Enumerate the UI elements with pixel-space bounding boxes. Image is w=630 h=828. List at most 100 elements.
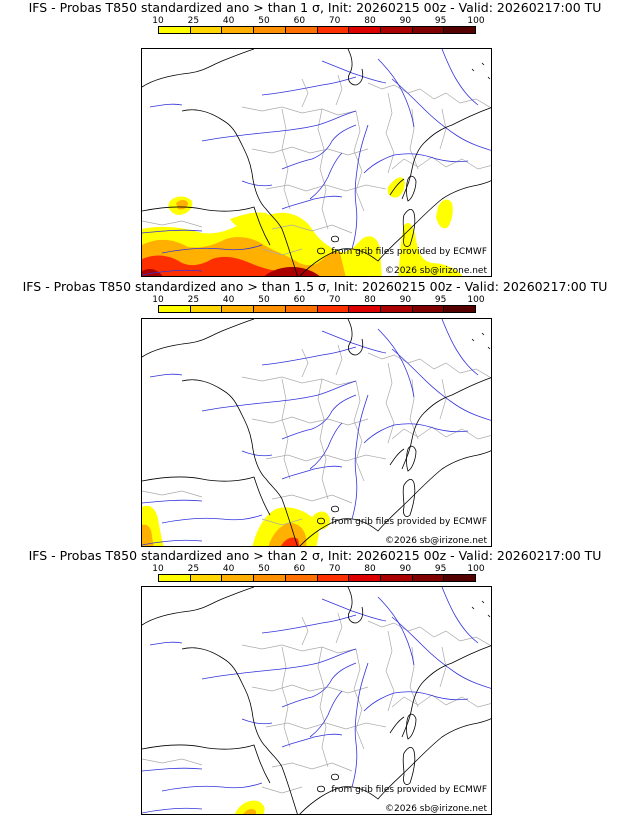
panel-title: IFS - Probas T850 standardized ano > tha…: [22, 279, 608, 294]
colorbar-tick-label: 95: [434, 564, 447, 574]
admin-border: [281, 646, 291, 748]
colorbar-swatch: [349, 306, 381, 312]
coastline: [142, 587, 255, 626]
coastline: [299, 180, 491, 276]
river-line: [142, 269, 203, 276]
coastline: [181, 379, 298, 546]
admin-border: [301, 612, 343, 646]
colorbar-tick-label: 50: [258, 564, 270, 574]
coastline: [471, 62, 491, 80]
copyright-credit: ©2026 sb@irizone.net: [385, 804, 487, 814]
colorbar-tick-label: 25: [187, 295, 200, 305]
coastline: [471, 600, 491, 618]
probability-area: [230, 212, 270, 230]
panel-title: IFS - Probas T850 standardized ano > tha…: [28, 0, 602, 15]
colorbar-tick-label: 90: [399, 564, 412, 574]
copyright-credit: ©2026 sb@irizone.net: [385, 536, 487, 546]
admin-border: [317, 378, 329, 500]
river-line: [261, 346, 357, 366]
river-line: [142, 767, 203, 772]
river-line: [321, 60, 387, 84]
colorbar-tick-label: 70: [328, 16, 341, 26]
admin-border: [265, 184, 387, 192]
admin-border: [261, 248, 303, 256]
colorbar-tick-label: 100: [467, 16, 485, 26]
river-line: [391, 616, 491, 689]
colorbar-swatch: [349, 575, 381, 581]
coastline: [331, 235, 339, 243]
admin-border: [281, 378, 291, 480]
colorbar-swatch: [254, 306, 286, 312]
river-line: [363, 691, 469, 712]
probability-area: [243, 808, 256, 814]
river-line: [441, 319, 479, 376]
coastline: [471, 332, 491, 350]
colorbar-swatches: [158, 574, 476, 582]
colorbar-swatch: [285, 575, 318, 581]
probability-map: from grib files provided by ECMWF ©2026 …: [141, 318, 492, 547]
admin-border: [142, 220, 203, 228]
river-line: [161, 514, 263, 524]
forecast-panel-2: IFS - Probas T850 standardized ano > tha…: [0, 279, 630, 549]
river-line: [149, 103, 183, 108]
probability-area: [142, 255, 297, 276]
colorbar-swatch: [380, 575, 413, 581]
colorbar-tick-label: 40: [222, 564, 235, 574]
admin-border: [391, 426, 491, 440]
coastline: [142, 206, 271, 246]
forecast-panel-3: IFS - Probas T850 standardized ano > tha…: [0, 548, 630, 818]
probability-area: [234, 800, 265, 814]
admin-border: [261, 786, 303, 794]
probability-area: [311, 511, 330, 530]
river-line: [391, 78, 491, 151]
colorbar-swatch: [317, 27, 350, 33]
colorbar-tick-label: 40: [222, 16, 235, 26]
river-line: [441, 49, 479, 106]
colorbar-swatch: [190, 27, 223, 33]
colorbar-swatch: [412, 306, 445, 312]
coastline: [317, 517, 325, 525]
data-source-credit: from grib files provided by ECMWF: [331, 785, 487, 795]
colorbar-swatch: [444, 306, 476, 312]
admin-border: [241, 644, 357, 654]
admin-border: [281, 108, 291, 210]
colorbar-swatch: [254, 575, 286, 581]
colorbar-tick-label: 80: [364, 295, 376, 305]
river-line: [241, 450, 273, 457]
coastline: [389, 716, 405, 734]
colorbar-swatch: [412, 27, 445, 33]
coastline: [317, 247, 325, 255]
admin-border: [241, 376, 357, 386]
colorbar-swatch: [380, 27, 413, 33]
river-line: [441, 587, 479, 644]
colorbar-swatch: [317, 306, 350, 312]
river-line: [142, 499, 203, 504]
probability-map: from grib files provided by ECMWF ©2026 …: [141, 48, 492, 277]
colorbar-tick-label: 80: [364, 16, 376, 26]
river-line: [377, 328, 415, 398]
colorbar-tick-label: 10: [152, 16, 164, 26]
river-line: [351, 394, 369, 520]
river-line: [142, 229, 203, 234]
admin-border: [317, 108, 329, 230]
colorbar-swatch: [349, 27, 381, 33]
admin-border: [265, 454, 387, 462]
coastline: [389, 448, 405, 466]
colorbar-swatch: [254, 27, 286, 33]
coastline: [299, 450, 491, 546]
admin-border: [271, 224, 353, 234]
river-line: [363, 153, 469, 174]
admin-border: [301, 344, 343, 378]
colorbar-swatches: [158, 305, 476, 313]
colorbar-tick-label: 10: [152, 564, 164, 574]
coastline: [331, 773, 339, 781]
colorbar-swatch: [159, 575, 191, 581]
colorbar-tick-label: 60: [293, 295, 306, 305]
river-line: [309, 422, 343, 470]
coastline: [406, 445, 417, 472]
coastline: [142, 744, 271, 784]
colorbar-swatch: [285, 27, 318, 33]
river-line: [241, 718, 273, 725]
river-line: [241, 180, 273, 187]
colorbar-tick-label: 10: [152, 295, 164, 305]
